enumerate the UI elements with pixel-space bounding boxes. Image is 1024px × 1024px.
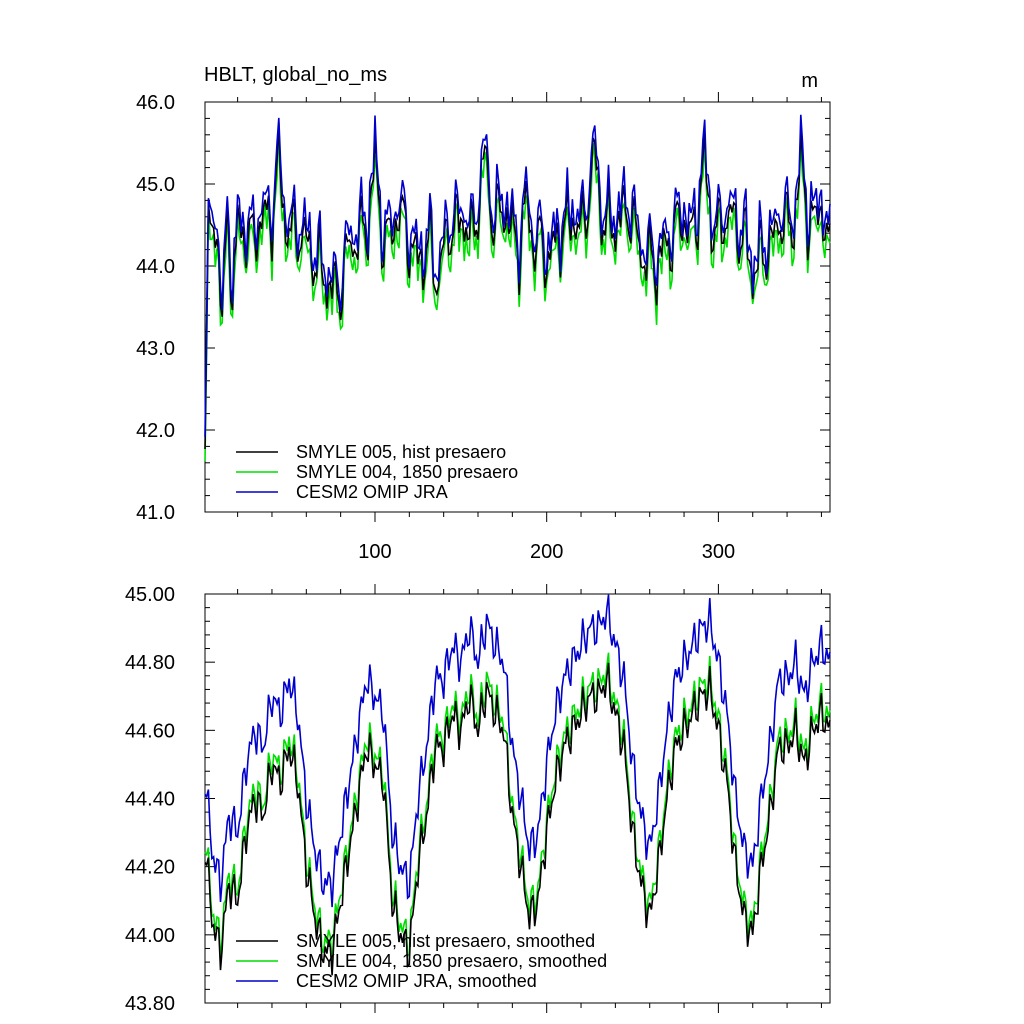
series-line-0 bbox=[204, 122, 831, 450]
panel-title: HBLT, global_no_ms bbox=[204, 64, 388, 86]
plot-frame bbox=[204, 101, 831, 513]
series-line-2 bbox=[204, 594, 831, 908]
top-chart: 41.0 42.0 43.0 44.0 45.0 46.0 100 200 300 SMYLE 0… bbox=[136, 92, 831, 563]
series-line-0 bbox=[204, 662, 831, 976]
legend-label: SMYLE 004, 1850 presaero bbox=[296, 462, 518, 482]
y-tick-label: 44.60 bbox=[125, 720, 175, 742]
x-tick-label: 200 bbox=[530, 541, 563, 563]
legend-label: CESM2 OMIP JRA, smoothed bbox=[296, 971, 537, 991]
y-tick-label: 44.20 bbox=[125, 857, 175, 879]
series-line-1 bbox=[204, 127, 831, 462]
y-tick-label: 41.0 bbox=[136, 502, 175, 524]
x-tick-label: 300 bbox=[702, 541, 735, 563]
y-tick-label: 44.40 bbox=[125, 789, 175, 811]
series-line-1 bbox=[204, 652, 831, 966]
legend-label: SMYLE 005, hist presaero bbox=[296, 442, 506, 462]
units-label: m bbox=[801, 70, 818, 92]
y-tick-label: 44.80 bbox=[125, 652, 175, 674]
series-line-2 bbox=[204, 114, 831, 437]
bottom-chart: 43.80 44.00 44.20 44.40 44.60 44.80 45.00 SMYLE… bbox=[125, 584, 831, 1015]
y-tick-label: 44.0 bbox=[136, 256, 175, 278]
y-tick-label: 46.0 bbox=[136, 92, 175, 114]
legend-label: CESM2 OMIP JRA bbox=[296, 482, 448, 502]
legend-label: SMYLE 005, hist presaero, smoothed bbox=[296, 931, 595, 951]
y-tick-label: 43.80 bbox=[125, 993, 175, 1015]
legend-label: SMYLE 004, 1850 presaero, smoothed bbox=[296, 951, 607, 971]
y-tick-label: 44.00 bbox=[125, 925, 175, 947]
y-tick-label: 42.0 bbox=[136, 420, 175, 442]
x-tick-label: 100 bbox=[358, 541, 391, 563]
y-tick-label: 45.0 bbox=[136, 174, 175, 196]
y-tick-label: 43.0 bbox=[136, 338, 175, 360]
y-tick-label: 45.00 bbox=[125, 584, 175, 606]
